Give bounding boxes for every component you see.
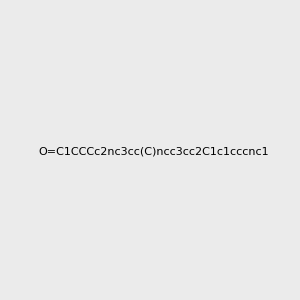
Text: O=C1CCCc2nc3cc(C)ncc3cc2C1c1cccnc1: O=C1CCCc2nc3cc(C)ncc3cc2C1c1cccnc1 [38,146,269,157]
